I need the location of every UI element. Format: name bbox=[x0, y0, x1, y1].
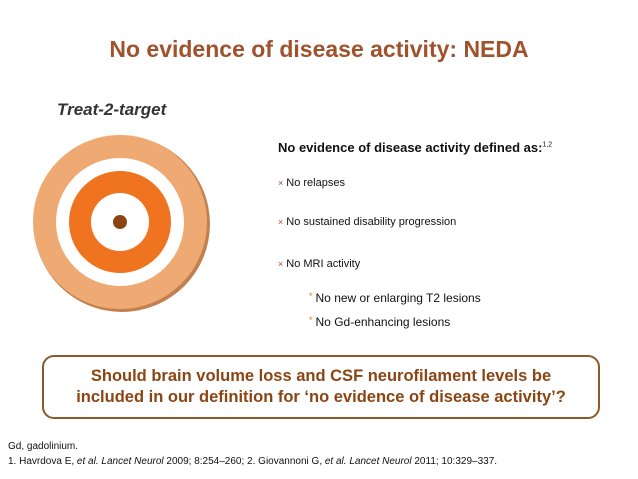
sub-list-item: * No Gd-enhancing lesions bbox=[309, 315, 450, 329]
ref-part: 2011; 10:329–337. bbox=[411, 456, 498, 467]
ref-part: 2009; 8:254–260; 2. Giovannoni G, bbox=[163, 456, 325, 467]
list-item-label: No sustained disability progression bbox=[286, 216, 457, 228]
sub-list-item-label: No Gd-enhancing lesions bbox=[315, 315, 451, 329]
ref-part-italic: et al. Lancet Neurol bbox=[324, 456, 412, 467]
list-item: × No MRI activity bbox=[278, 258, 360, 270]
list-item: × No sustained disability progression bbox=[278, 216, 456, 228]
question-line-1: Should brain volume loss and CSF neurofi… bbox=[90, 367, 552, 385]
definition-title: No evidence of disease activity defined … bbox=[278, 140, 552, 155]
question-box: Should brain volume loss and CSF neurofi… bbox=[42, 355, 600, 419]
question-line-2: included in our definition for ‘no evide… bbox=[76, 388, 566, 406]
bullet-star-icon: * bbox=[309, 291, 313, 301]
sub-list-item: * No new or enlarging T2 lesions bbox=[309, 291, 481, 305]
bullet-x-icon: × bbox=[278, 259, 284, 269]
page-title: No evidence of disease activity: NEDA bbox=[109, 36, 529, 62]
target-center-dot bbox=[113, 215, 127, 229]
list-item: × No relapses bbox=[278, 177, 345, 189]
ref-part-italic: et al. Lancet Neurol bbox=[76, 456, 164, 467]
subtitle: Treat-2-target bbox=[57, 100, 167, 119]
bullet-star-icon: * bbox=[309, 315, 313, 325]
definition-citation: 1,2 bbox=[542, 141, 553, 149]
list-item-label: No relapses bbox=[286, 177, 345, 189]
ref-part: 1. Havrdova E, bbox=[8, 456, 77, 467]
question-text: Should brain volume loss and CSF neurofi… bbox=[76, 366, 566, 408]
list-item-label: No MRI activity bbox=[286, 258, 361, 270]
bullet-x-icon: × bbox=[278, 217, 284, 227]
bullet-x-icon: × bbox=[278, 178, 284, 188]
abbreviation-footnote: Gd, gadolinium. bbox=[8, 441, 79, 452]
sub-list-item-label: No new or enlarging T2 lesions bbox=[315, 291, 481, 305]
bullseye-target-icon bbox=[33, 135, 210, 312]
definition-title-text: No evidence of disease activity defined … bbox=[278, 140, 543, 155]
reference-footnote: 1. Havrdova E, et al. Lancet Neurol 2009… bbox=[8, 456, 497, 467]
